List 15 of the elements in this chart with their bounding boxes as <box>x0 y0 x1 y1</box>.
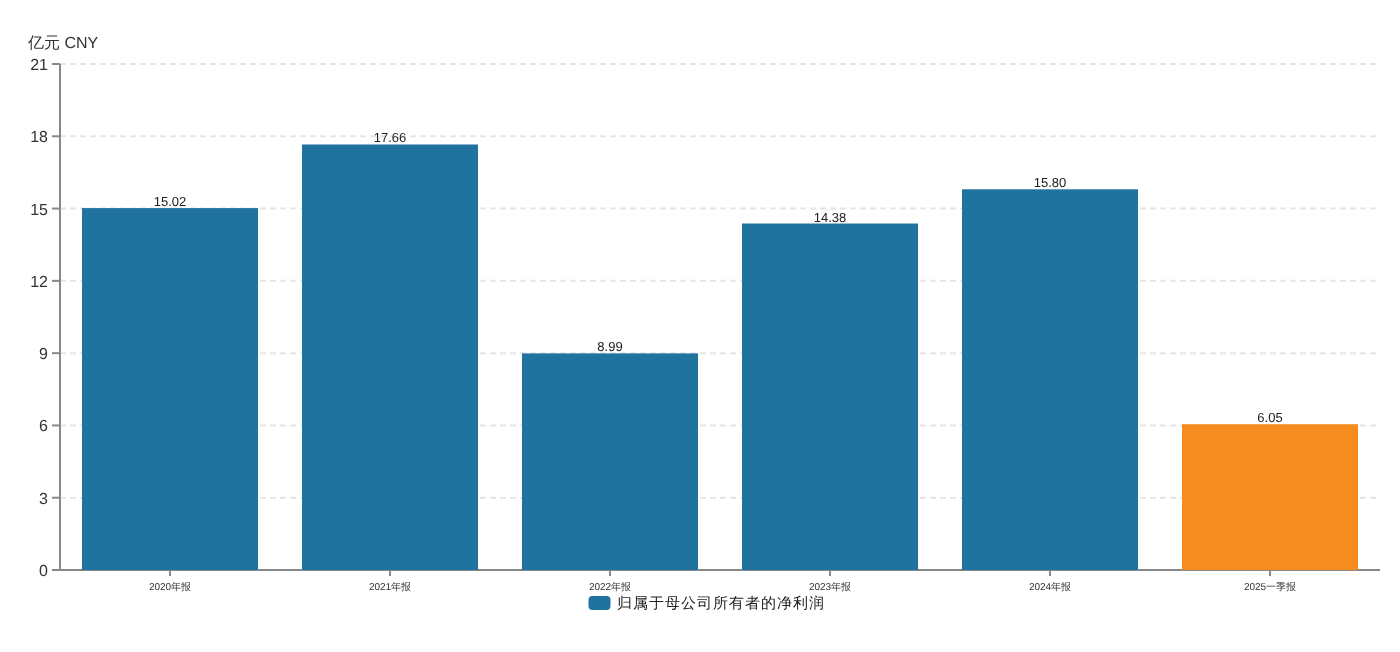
bar <box>962 189 1138 570</box>
y-tick-label: 15 <box>30 200 50 219</box>
y-tick-label: 6 <box>39 417 50 436</box>
bar <box>82 208 258 570</box>
y-tick-label: 21 <box>30 56 50 74</box>
y-tick-label: 12 <box>30 272 50 291</box>
bar <box>1182 424 1358 570</box>
y-tick-label: 9 <box>39 345 50 364</box>
y-axis-title: 亿元 CNY <box>26 34 100 52</box>
bar <box>742 223 918 570</box>
y-tick-label: 18 <box>30 128 50 147</box>
bar <box>522 353 698 570</box>
bar <box>302 144 478 570</box>
y-tick-label: 3 <box>39 489 50 508</box>
y-tick-label: 0 <box>39 562 50 580</box>
